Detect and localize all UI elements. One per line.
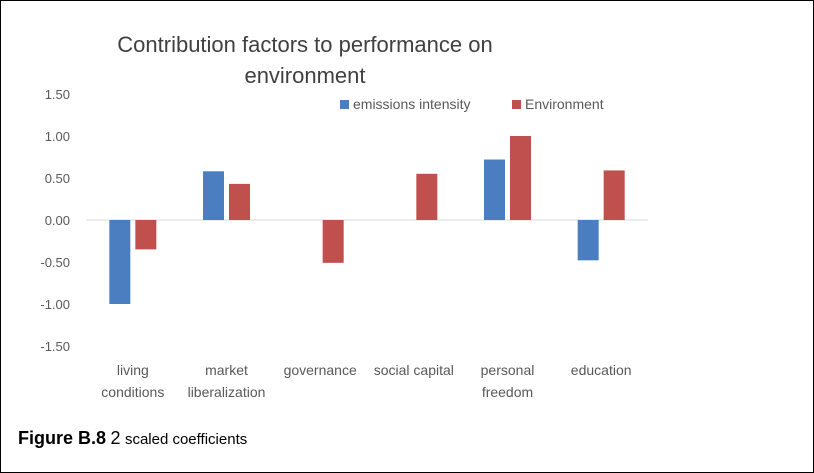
x-tick-label: living: [117, 362, 149, 378]
y-tick-label: 0.50: [45, 171, 70, 186]
legend-swatch: [340, 100, 349, 109]
legend-label: Environment: [525, 96, 604, 112]
x-tick-label: freedom: [482, 384, 533, 400]
y-tick-label: 0.00: [45, 213, 70, 228]
bar: [416, 173, 438, 220]
bar: [577, 220, 599, 261]
y-tick-label: -1.00: [40, 297, 70, 312]
chart-title-line: Contribution factors to performance on: [117, 32, 492, 57]
y-tick-label: 1.50: [45, 87, 70, 102]
x-tick-label: governance: [284, 362, 357, 378]
y-tick-label: 1.00: [45, 129, 70, 144]
x-tick-label: conditions: [101, 384, 164, 400]
figure-caption: Figure B.8 2 scaled coefficients: [18, 428, 247, 449]
figure-label: Figure B.8: [18, 428, 107, 448]
legend-label: emissions intensity: [353, 96, 471, 112]
x-tick-label: education: [571, 362, 632, 378]
bar: [135, 220, 157, 250]
x-tick-label: market: [205, 362, 248, 378]
bar: [510, 136, 531, 220]
figure-number: 2: [110, 428, 121, 448]
bar: [203, 171, 224, 220]
x-tick-label: personal: [481, 362, 535, 378]
bar: [603, 170, 625, 220]
figure-description: scaled coefficients: [124, 431, 248, 448]
bar: [322, 220, 344, 263]
bar: [484, 159, 505, 220]
bar: [229, 183, 250, 220]
y-tick-label: -1.50: [40, 339, 70, 354]
legend-swatch: [512, 100, 521, 109]
x-tick-label: social capital: [374, 362, 454, 378]
bar-chart: Contribution factors to performance on en…: [40, 32, 648, 400]
y-tick-label: -0.50: [40, 255, 70, 270]
x-tick-label: liberalization: [188, 384, 266, 400]
bar: [109, 220, 131, 304]
chart-title-line: environment: [244, 63, 365, 88]
